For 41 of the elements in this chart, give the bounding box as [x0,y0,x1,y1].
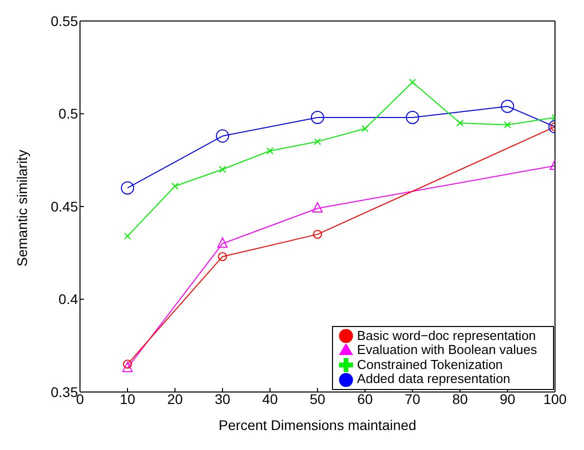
point [216,129,230,143]
x-tick-label: 60 [357,390,373,407]
x-tick-label: 20 [167,390,183,407]
legend-label: Evaluation with Boolean values [357,342,537,358]
x-tick-label: 90 [500,390,516,407]
point [120,181,134,195]
y-tick-label: 0.5 [58,106,78,122]
point [500,100,514,113]
point [217,237,228,248]
point [266,147,274,154]
point [219,166,226,173]
legend-label: Basic word−doc representation [357,328,536,343]
x-tick-label: 0 [76,390,84,407]
x-axis-title: Percent Dimensions maintained [218,417,416,433]
x-tick-label: 30 [214,390,230,407]
x-tick-label: 80 [452,390,468,407]
y-axis-title: Semantic similarity [14,150,30,266]
point [172,182,178,190]
point [310,110,324,124]
x-tick-label: 100 [543,390,567,407]
point [313,230,322,239]
point [409,78,416,86]
point [218,252,227,262]
y-tick-label: 0.55 [50,12,78,29]
legend-label: Constrained Tokenization [357,356,503,372]
point [406,110,420,124]
x-tick-label: 70 [404,390,420,407]
point [314,138,321,146]
point [122,362,133,372]
x-tick-label: 50 [310,390,326,407]
point [123,360,132,369]
y-tick-label: 0.45 [50,198,78,214]
point [504,121,511,128]
y-tick-label: 0.4 [58,291,78,308]
legend-label: Added data representation [357,371,510,386]
point [362,125,368,132]
point [312,202,323,213]
point [456,120,464,127]
x-tick-label: 10 [120,390,136,407]
x-tick-label: 40 [262,390,278,407]
point [124,232,131,240]
